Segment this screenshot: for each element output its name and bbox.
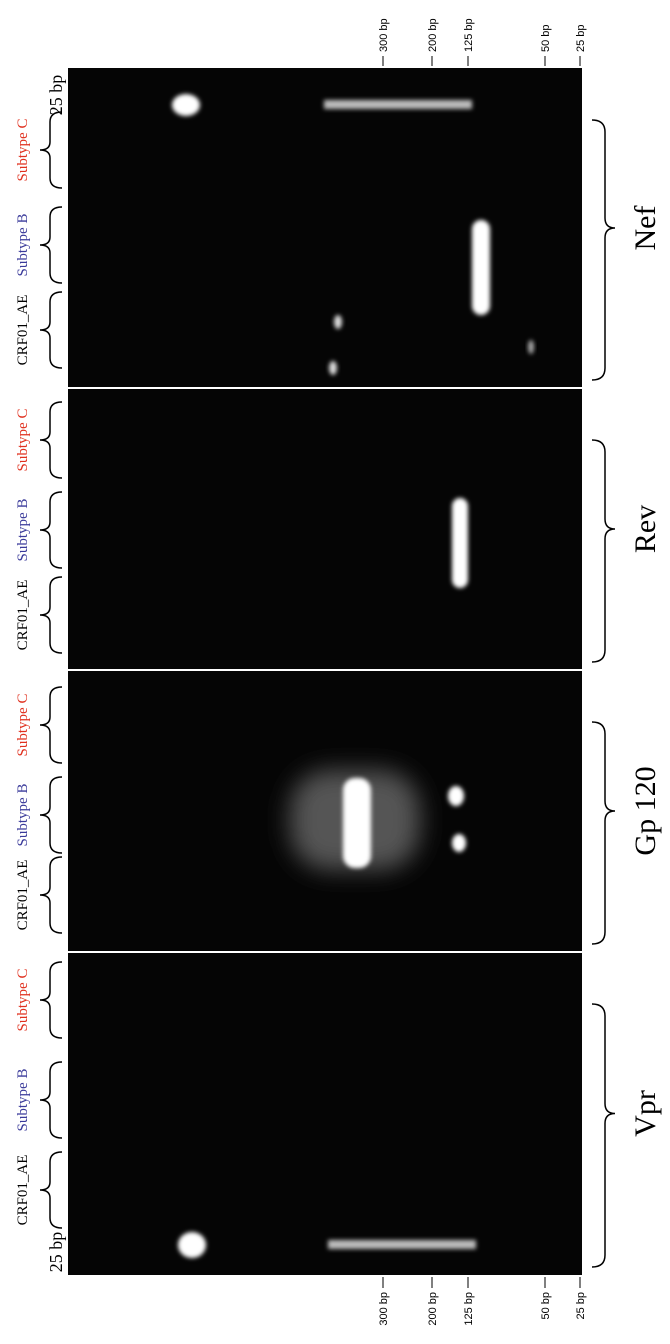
lane-brace <box>39 576 63 654</box>
lane-label: Subtype C <box>15 409 31 472</box>
lane-label: CRF01_AE <box>15 580 31 651</box>
ladder-label: 25 bp <box>46 1232 66 1273</box>
lane-label: Subtype B <box>15 1069 31 1132</box>
marker-label: 125 bp <box>463 18 475 52</box>
lane-label: Subtype C <box>15 694 31 757</box>
marker-label: 300 bp <box>378 18 390 52</box>
lane-brace <box>39 206 63 284</box>
bands <box>172 94 534 1258</box>
lane-brace <box>39 491 63 569</box>
lane-brace <box>39 111 63 189</box>
bottom-markers: 300 bp 200 bp 125 bp 50 bp 25 bp <box>378 1277 587 1326</box>
marker-label: 50 bp <box>540 24 552 52</box>
marker-label: 200 bp <box>427 1292 439 1326</box>
marker-label: 125 bp <box>463 1292 475 1326</box>
panel-labels: Nef Subtype C Subtype B CRF01_AE Rev Subtype … <box>15 111 662 1268</box>
lane-label: Subtype C <box>15 969 31 1032</box>
gel <box>68 68 582 1275</box>
marker-label: 50 bp <box>540 1292 552 1320</box>
lane-brace <box>39 686 63 764</box>
lane-brace <box>39 961 63 1039</box>
lane-label: Subtype B <box>15 499 31 562</box>
lane-brace <box>39 291 63 369</box>
lane-label: Subtype C <box>15 119 31 182</box>
lane-label: CRF01_AE <box>15 1155 31 1226</box>
gene-label: Nef <box>629 206 662 251</box>
lane-brace <box>39 1061 63 1139</box>
right-brace <box>591 1003 616 1268</box>
lane-brace <box>39 856 63 934</box>
marker-label: 25 bp <box>575 24 587 52</box>
marker-label: 300 bp <box>378 1292 390 1326</box>
lane-label: CRF01_AE <box>15 295 31 366</box>
gene-label: Vpr <box>629 1090 662 1137</box>
lane-label: CRF01_AE <box>15 860 31 931</box>
marker-label: 200 bp <box>427 18 439 52</box>
lane-label: Subtype B <box>15 214 31 277</box>
marker-label: 25 bp <box>575 1292 587 1320</box>
right-brace <box>591 119 616 381</box>
gene-label: Gp 120 <box>629 766 662 855</box>
lane-brace <box>39 776 63 854</box>
top-markers: 300 bp 200 bp 125 bp 50 bp 25 bp <box>378 18 587 66</box>
ladder-label: 25 bp <box>46 75 66 116</box>
right-brace <box>591 439 616 663</box>
right-brace <box>591 721 616 945</box>
lane-brace <box>39 1151 63 1229</box>
lane-label: Subtype B <box>15 784 31 847</box>
gene-label: Rev <box>629 505 662 553</box>
lane-brace <box>39 401 63 479</box>
